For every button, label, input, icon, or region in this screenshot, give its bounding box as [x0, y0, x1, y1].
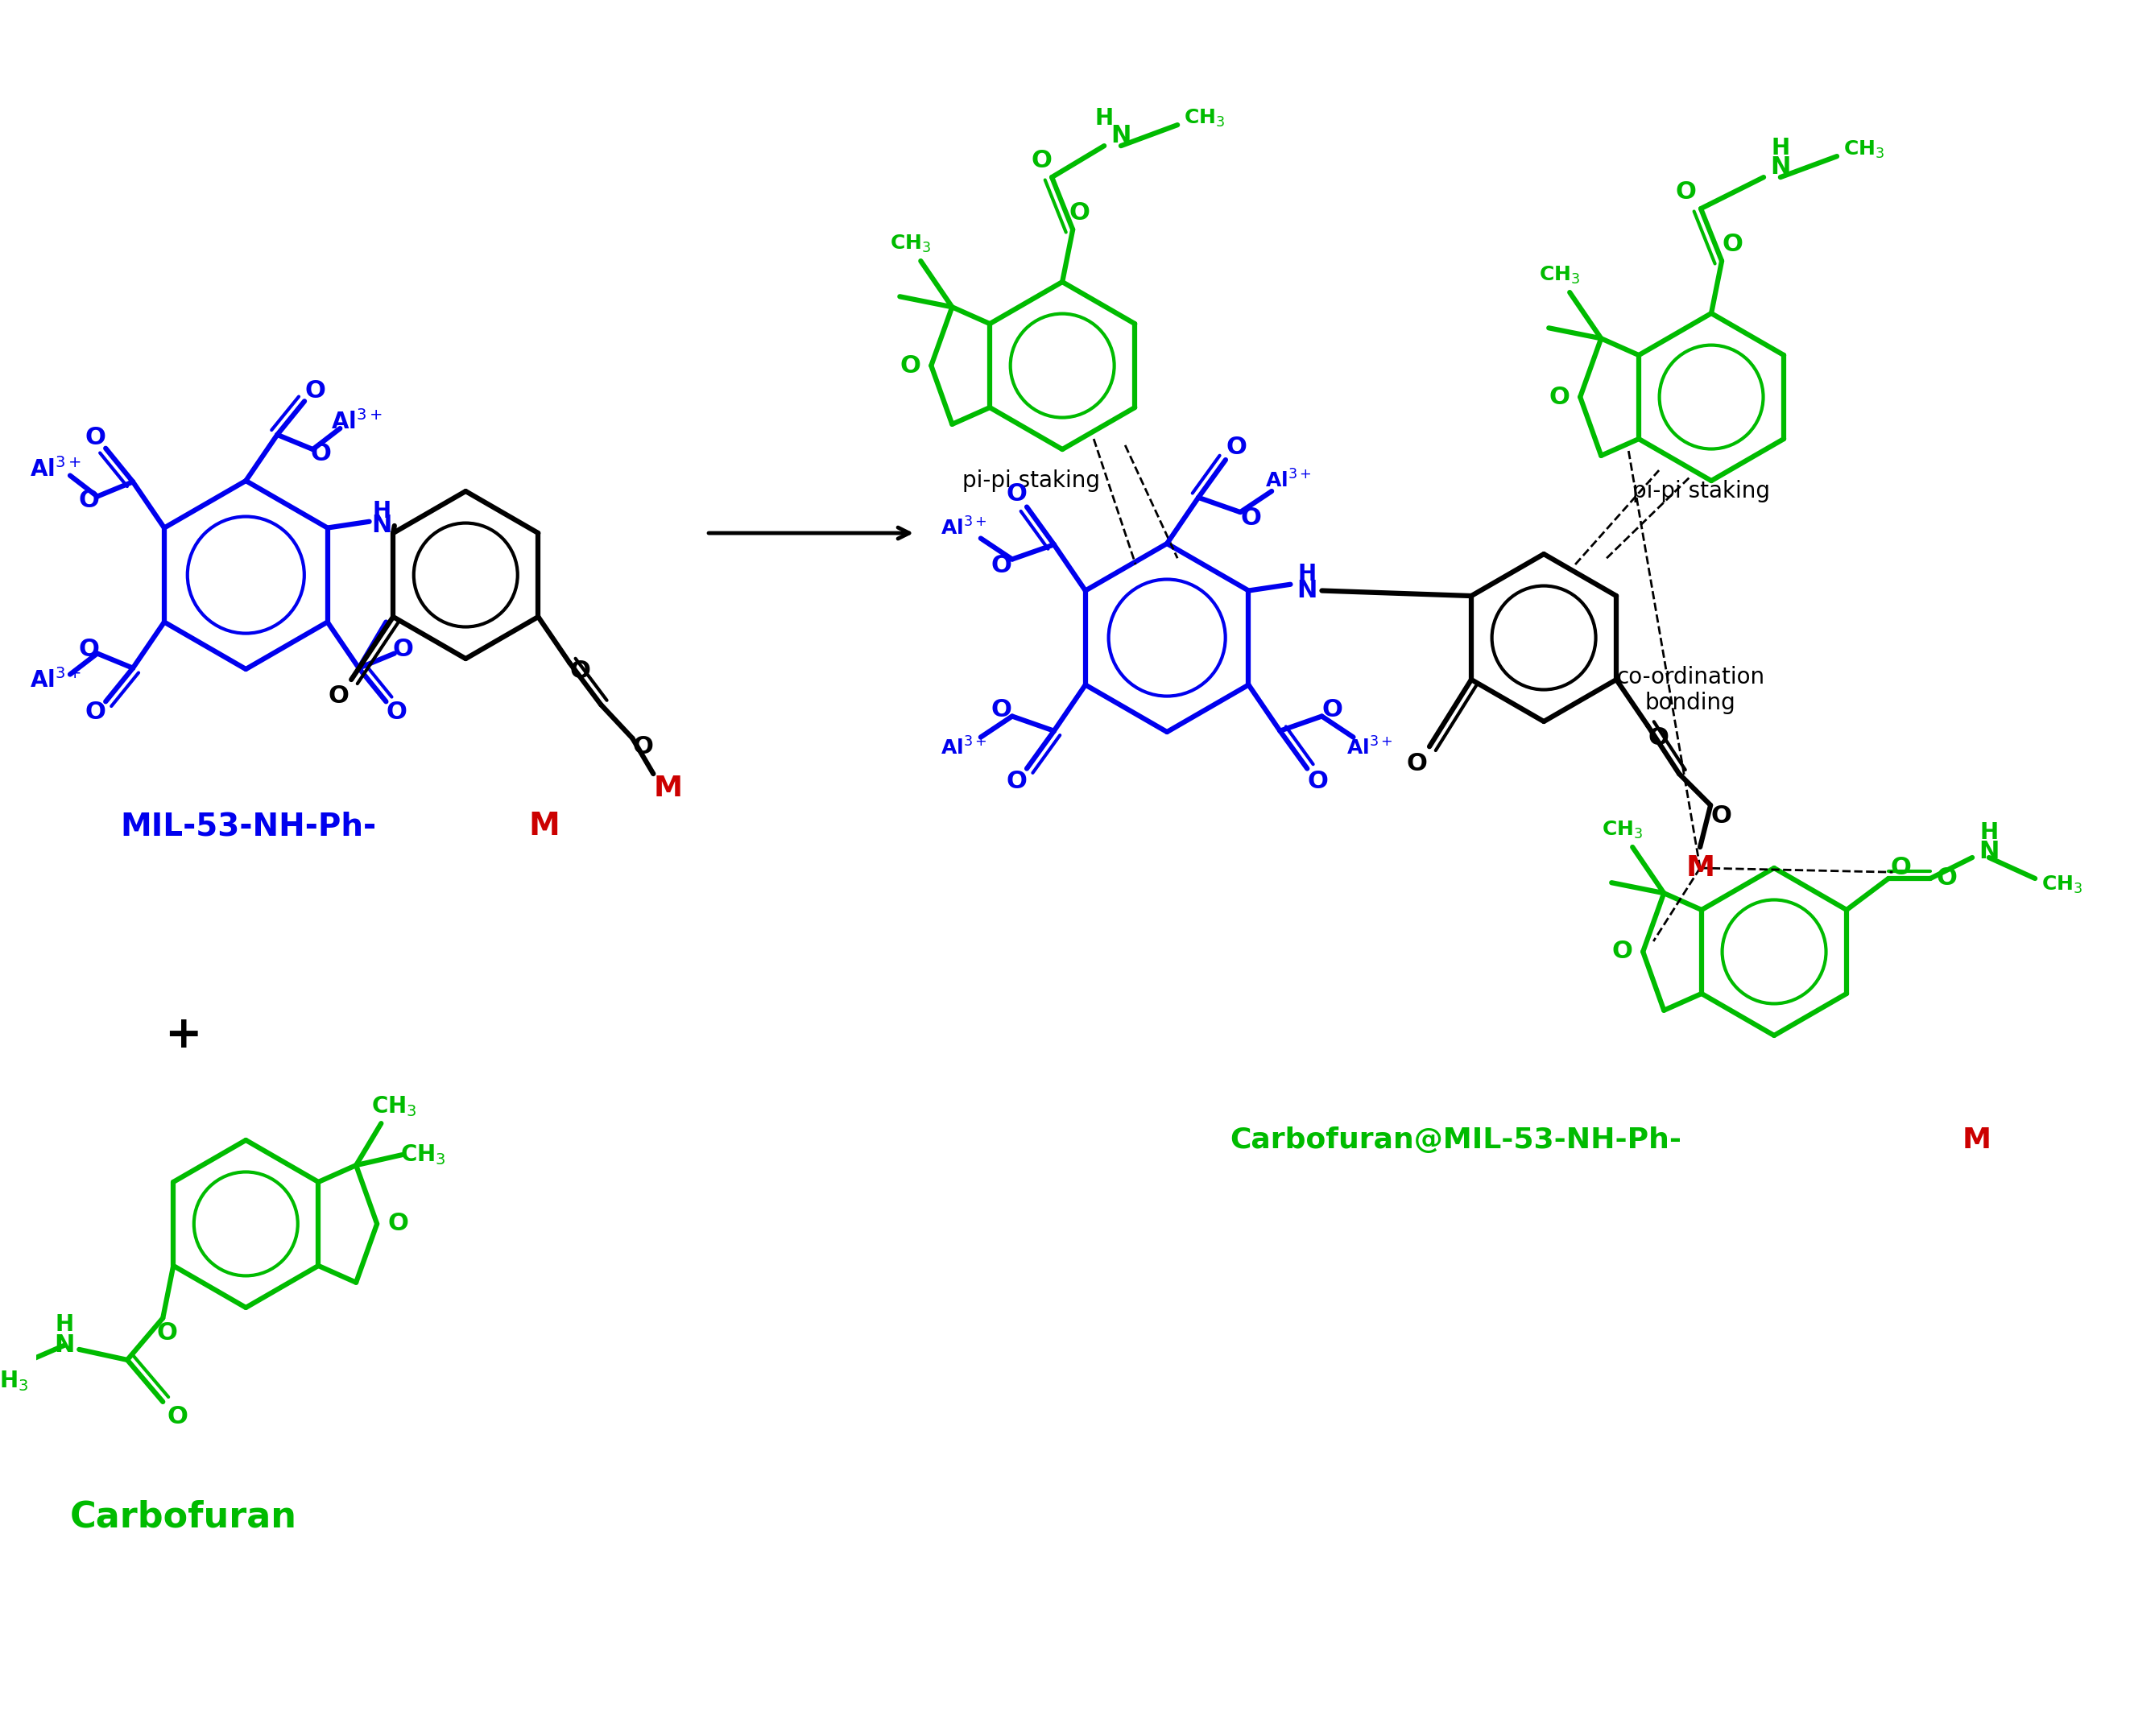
Text: H: H [55, 1312, 75, 1335]
Text: Al$^{3+}$: Al$^{3+}$ [941, 517, 986, 538]
Text: O: O [990, 554, 1012, 576]
Text: N: N [1770, 155, 1791, 179]
Text: CH$_3$: CH$_3$ [371, 1095, 417, 1118]
Text: N: N [371, 514, 392, 538]
Text: O: O [899, 354, 920, 377]
Text: +: + [164, 1014, 202, 1057]
Text: O: O [1240, 507, 1261, 529]
Text: O: O [633, 734, 654, 759]
Text: O: O [328, 684, 349, 708]
Text: H: H [1297, 562, 1316, 585]
Text: O: O [158, 1321, 177, 1344]
Text: M: M [528, 811, 560, 842]
Text: O: O [1031, 149, 1052, 172]
Text: MIL-53-NH-Ph-: MIL-53-NH-Ph- [119, 811, 377, 842]
Text: CH$_3$: CH$_3$ [1842, 139, 1885, 160]
Text: O: O [1549, 385, 1570, 408]
Text: O: O [1069, 201, 1088, 224]
Text: O: O [1005, 769, 1027, 793]
Text: O: O [166, 1404, 187, 1429]
Text: O: O [79, 490, 100, 512]
Text: O: O [1649, 727, 1668, 750]
Text: O: O [1676, 181, 1698, 203]
Text: H: H [373, 500, 392, 523]
Text: Al$^{3+}$: Al$^{3+}$ [941, 736, 986, 759]
Text: O: O [1710, 804, 1732, 828]
Text: CH$_3$: CH$_3$ [1602, 819, 1642, 840]
Text: H: H [1095, 108, 1114, 130]
Text: O: O [305, 378, 326, 403]
Text: O: O [569, 660, 590, 682]
Text: Al$^{3+}$: Al$^{3+}$ [330, 410, 383, 434]
Text: CH$_3$: CH$_3$ [1538, 266, 1580, 286]
Text: O: O [85, 425, 106, 450]
Text: O: O [1721, 233, 1742, 255]
Text: O: O [1225, 436, 1246, 458]
Text: CH$_3$: CH$_3$ [890, 234, 931, 255]
Text: Al$^{3+}$: Al$^{3+}$ [30, 457, 81, 481]
Text: H: H [1979, 821, 1998, 844]
Text: O: O [85, 700, 106, 724]
Text: N: N [1979, 840, 2000, 863]
Text: Al$^{3+}$: Al$^{3+}$ [1346, 736, 1393, 759]
Text: O: O [1936, 866, 1957, 891]
Text: M: M [1685, 854, 1715, 882]
Text: O: O [388, 1212, 409, 1236]
Text: M: M [1962, 1127, 1992, 1154]
Text: O: O [392, 637, 413, 661]
Text: Al$^{3+}$: Al$^{3+}$ [1265, 470, 1312, 491]
Text: pi-pi staking: pi-pi staking [1632, 479, 1770, 502]
Text: O: O [990, 698, 1012, 722]
Text: O: O [1005, 483, 1027, 505]
Text: Carbofuran@MIL-53-NH-Ph-: Carbofuran@MIL-53-NH-Ph- [1229, 1127, 1681, 1154]
Text: O: O [1612, 941, 1632, 963]
Text: H: H [1770, 137, 1789, 160]
Text: N: N [53, 1333, 75, 1358]
Text: O: O [1406, 752, 1427, 774]
Text: O: O [311, 443, 332, 465]
Text: O: O [79, 637, 100, 661]
Text: O: O [1323, 698, 1342, 722]
Text: CH$_3$: CH$_3$ [1184, 108, 1225, 128]
Text: pi-pi staking: pi-pi staking [963, 469, 1099, 491]
Text: M: M [654, 774, 682, 802]
Text: CH$_3$: CH$_3$ [0, 1370, 28, 1392]
Text: N: N [1110, 123, 1131, 148]
Text: co-ordination
bonding: co-ordination bonding [1617, 667, 1764, 715]
Text: CH$_3$: CH$_3$ [2043, 875, 2083, 896]
Text: O: O [386, 700, 407, 724]
Text: O: O [1891, 856, 1911, 880]
Text: Al$^{3+}$: Al$^{3+}$ [30, 668, 81, 693]
Text: N: N [1297, 580, 1318, 602]
Text: O: O [1308, 769, 1329, 793]
Text: CH$_3$: CH$_3$ [400, 1142, 445, 1167]
Text: Carbofuran: Carbofuran [70, 1500, 296, 1535]
